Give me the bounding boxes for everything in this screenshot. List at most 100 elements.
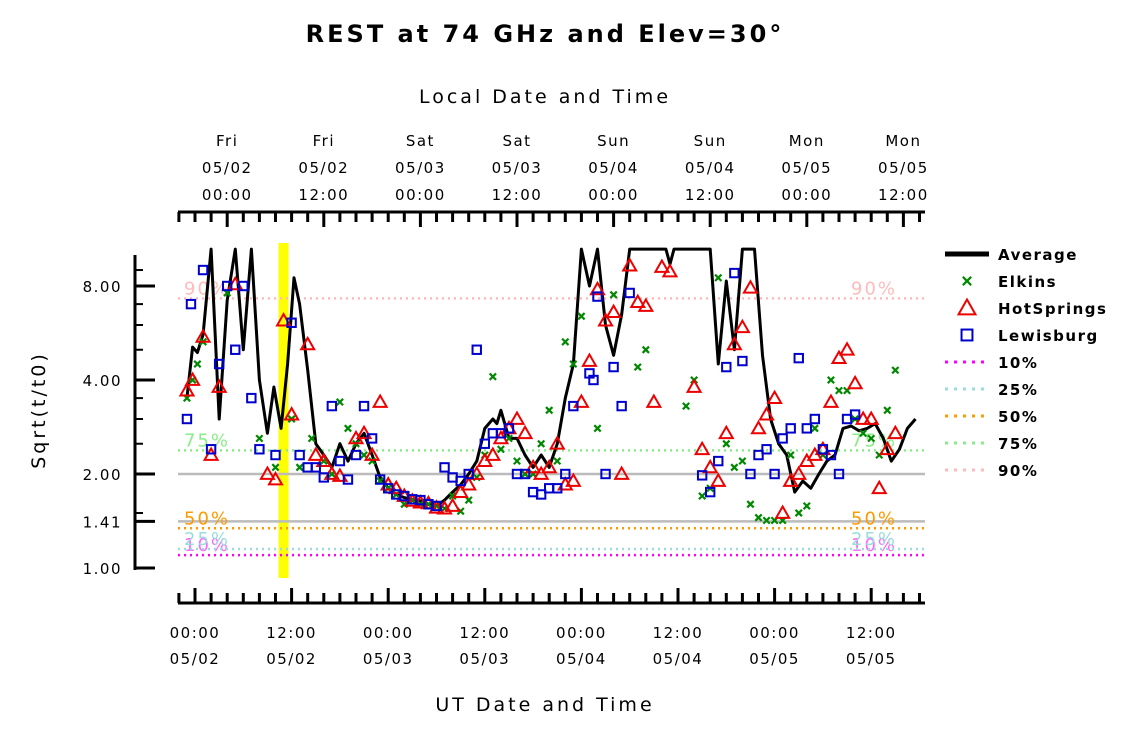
lewisburg-point <box>238 280 249 292</box>
elkins-point <box>553 457 562 466</box>
hotsprings-point <box>549 435 566 450</box>
bottom-tick-date: 05/02 <box>266 650 317 668</box>
hotsprings-point <box>734 318 751 334</box>
percentile-label-right: 50% <box>851 508 897 529</box>
top-tick-date: 05/05 <box>781 159 832 177</box>
elkins-point <box>794 509 803 517</box>
markers-layer <box>178 257 904 525</box>
y-tick-label: 1.41 <box>83 513 122 531</box>
bottom-tick-time: 12:00 <box>459 624 510 642</box>
reference-lines-layer <box>178 472 925 523</box>
lewisburg-point <box>383 483 394 494</box>
average-line-layer <box>185 247 917 508</box>
top-tick-date: 05/03 <box>492 159 543 177</box>
bottom-tick-date: 05/04 <box>653 650 704 668</box>
lewisburg-point <box>535 489 547 500</box>
legend-pct-10-label: 10% <box>998 354 1038 372</box>
elkins-point <box>754 513 763 522</box>
elkins-point <box>335 398 344 407</box>
elkins-point <box>826 376 835 384</box>
lewisburg-point <box>431 500 442 512</box>
lewisburg-point <box>463 468 474 480</box>
percentile-label-right: 10% <box>851 535 897 556</box>
hotsprings-point <box>581 352 598 367</box>
lewisburg-point <box>737 355 748 367</box>
elkins-point <box>496 445 505 454</box>
elkins-point <box>343 424 352 433</box>
legend-hotsprings-swatch <box>956 297 978 316</box>
hotsprings-point <box>299 335 316 351</box>
lewisburg-point <box>213 358 225 370</box>
elkins-point <box>891 366 900 375</box>
lewisburg-point <box>777 433 788 444</box>
hotsprings-point <box>637 297 655 312</box>
top-tick-time: 00:00 <box>588 186 639 204</box>
lewisburg-point <box>222 280 233 292</box>
y-tick-label: 2.00 <box>83 466 122 484</box>
lewisburg-point <box>817 444 829 455</box>
percentile-label-left: 75% <box>184 430 230 451</box>
lewisburg-point <box>503 423 515 434</box>
hotsprings-point <box>540 458 558 474</box>
legend-lewisburg-label: Lewisburg <box>998 327 1099 345</box>
elkins-point <box>295 463 304 472</box>
top-tick-day: Sun <box>694 132 727 150</box>
lewisburg-point <box>334 455 346 467</box>
hotsprings-point <box>862 410 880 425</box>
elkins-point <box>569 360 578 369</box>
lewisburg-point <box>246 392 257 404</box>
elkins-point <box>448 492 457 501</box>
elkins-point <box>307 434 316 443</box>
hotsprings-point <box>605 303 622 318</box>
elkins-point <box>488 372 497 381</box>
hotsprings-point <box>830 349 848 365</box>
hotsprings-point <box>645 393 663 408</box>
hotsprings-point <box>267 471 284 486</box>
hotsprings-point <box>838 341 856 356</box>
top-tick-day: Fri <box>313 132 335 150</box>
hotsprings-point <box>871 479 888 495</box>
hotsprings-point <box>718 424 735 440</box>
lewisburg-point <box>696 470 708 481</box>
bottom-tick-date: 05/05 <box>749 650 800 668</box>
hotsprings-point <box>766 389 783 404</box>
legend-pct-25-label: 25% <box>998 381 1038 399</box>
elkins-point <box>682 402 691 411</box>
lewisburg-point <box>318 472 330 483</box>
legend: Average Elkins HotSprings Lewisburg 10% 25% 50… <box>945 246 1106 480</box>
lewisburg-point <box>479 438 491 449</box>
y-axis-title: Sqrt(t/t0) <box>28 351 50 469</box>
top-tick-time: 00:00 <box>395 186 446 204</box>
elkins-point <box>561 337 570 346</box>
lewisburg-point <box>439 462 450 473</box>
percentile-label-right: 25% <box>851 529 897 550</box>
hotsprings-point <box>879 440 896 456</box>
top-tick-time: 00:00 <box>781 186 832 204</box>
hotsprings-point <box>597 312 614 327</box>
hotsprings-point <box>726 335 743 351</box>
hotsprings-point <box>444 497 461 512</box>
bottom-tick-time: 00:00 <box>170 624 221 642</box>
lewisburg-point <box>785 423 796 434</box>
bottom-tick-time: 12:00 <box>653 624 704 642</box>
top-tick-date: 05/04 <box>685 159 736 177</box>
top-tick-day: Mon <box>789 132 825 150</box>
lewisburg-point <box>624 287 635 299</box>
legend-pct-90-label: 90% <box>998 462 1038 480</box>
top-tick-time: 12:00 <box>298 186 349 204</box>
lewisburg-point <box>600 468 611 480</box>
top-tick-day: Sat <box>502 132 531 150</box>
lewisburg-point <box>552 483 563 494</box>
lewisburg-point <box>366 433 378 444</box>
hotsprings-point <box>315 452 333 467</box>
lewisburg-point <box>374 474 386 485</box>
lewisburg-point <box>560 468 571 480</box>
lewisburg-point <box>568 400 579 412</box>
hotsprings-point <box>629 293 646 309</box>
lewisburg-point <box>745 468 756 480</box>
top-tick-date: 05/03 <box>395 159 446 177</box>
y-tick-label: 1.00 <box>83 560 122 578</box>
hotsprings-point <box>822 393 840 408</box>
lewisburg-point <box>185 298 197 310</box>
